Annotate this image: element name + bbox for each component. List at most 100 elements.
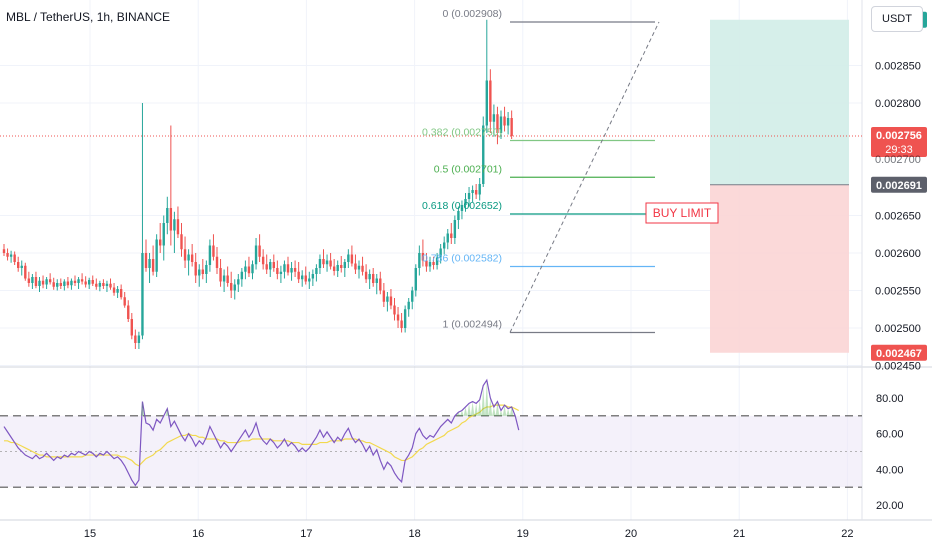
candle-body xyxy=(432,262,435,265)
candle-body xyxy=(418,253,421,268)
candle-body xyxy=(251,264,254,274)
stop-loss-zone xyxy=(710,184,849,353)
candle-body xyxy=(329,260,332,267)
time-axis-label: 15 xyxy=(84,528,96,540)
candle-body xyxy=(95,283,98,287)
candle-body xyxy=(485,80,488,126)
candle-body xyxy=(332,266,336,271)
candle-body xyxy=(290,268,293,273)
candle-body xyxy=(215,256,219,268)
candle-body xyxy=(226,275,229,283)
candle-body xyxy=(48,279,52,283)
price-axis-label: 0.002550 xyxy=(875,286,921,298)
candle-body xyxy=(59,283,62,286)
fib-level-label: 0 (0.002908) xyxy=(442,8,502,20)
candle-body xyxy=(389,296,393,306)
fib-level-label: 0.382 (0.002750) xyxy=(422,127,502,139)
candle-body xyxy=(297,271,300,280)
stop-price-badge: 0.002467 xyxy=(871,344,927,361)
candle-body xyxy=(318,259,322,268)
candle-body xyxy=(272,262,275,268)
rsi-overbought-fill xyxy=(140,401,145,416)
candle-body xyxy=(208,245,212,265)
candle-body xyxy=(155,239,158,272)
candle-body xyxy=(382,290,386,302)
fib-level-label: 0.5 (0.002701) xyxy=(434,163,502,175)
candle-body xyxy=(34,277,38,286)
time-axis-label: 16 xyxy=(192,528,204,540)
candle-body xyxy=(439,248,442,258)
candle-body xyxy=(361,265,364,272)
candle-body xyxy=(510,118,513,136)
candle-body xyxy=(503,116,506,126)
candle-body xyxy=(396,314,400,321)
candle-body xyxy=(6,253,9,257)
candle-body xyxy=(144,253,148,268)
candle-body xyxy=(52,282,55,287)
candle-body xyxy=(460,205,464,211)
candle-body xyxy=(400,320,403,328)
candle-body xyxy=(98,283,102,287)
price-candles[interactable] xyxy=(0,19,862,349)
candle-body xyxy=(457,211,460,220)
fib-level-label: 0.786 (0.002582) xyxy=(422,253,502,265)
candle-body xyxy=(137,335,141,343)
candle-body xyxy=(499,116,503,133)
candle-body xyxy=(187,254,190,261)
candle-body xyxy=(446,233,449,243)
candle-body xyxy=(105,283,109,286)
time-axis-label: 21 xyxy=(733,528,745,540)
candle-body xyxy=(336,265,339,271)
candle-body xyxy=(77,279,80,283)
candle-body xyxy=(219,268,222,282)
candle-body xyxy=(411,290,414,302)
candle-body xyxy=(435,257,439,265)
candle-body xyxy=(372,274,375,283)
candle-body xyxy=(116,289,119,293)
fibonacci-retracement[interactable]: 0 (0.002908) 0.382 (0.002750) 0.5 (0.00270… xyxy=(422,8,719,334)
rsi-overbought-fill xyxy=(165,408,170,416)
position-tool[interactable] xyxy=(710,19,849,353)
rsi-axis-label: 20.00 xyxy=(876,500,904,512)
candle-body xyxy=(17,262,20,268)
candle-body xyxy=(70,280,73,286)
candle-body xyxy=(180,234,183,250)
current-price-text: 0.002756 xyxy=(876,130,922,142)
rsi-overbought-fill xyxy=(488,398,493,416)
candle-body xyxy=(41,280,45,285)
candle-body xyxy=(350,254,354,264)
price-axis-label: 0.002450 xyxy=(875,361,921,373)
price-axis-label: 0.002600 xyxy=(875,248,921,260)
candle-body xyxy=(403,309,407,328)
price-axis-label: 0.002500 xyxy=(875,323,921,335)
candle-body xyxy=(2,249,6,253)
currency-button[interactable]: USDT xyxy=(871,6,923,32)
rsi-overbought-fill xyxy=(467,403,471,416)
candle-body xyxy=(109,283,112,288)
candle-body xyxy=(414,268,417,291)
candle-body xyxy=(375,278,378,283)
candle-body xyxy=(244,266,247,272)
candle-body xyxy=(347,254,350,262)
candle-body xyxy=(467,193,471,199)
candle-body xyxy=(56,283,59,287)
candle-body xyxy=(24,265,27,279)
time-axis-label: 22 xyxy=(841,528,853,540)
rsi-overbought-fill xyxy=(485,380,489,416)
candle-body xyxy=(176,219,180,235)
candle-body xyxy=(233,284,236,291)
candle-body xyxy=(450,233,453,238)
candle-body xyxy=(123,297,126,306)
candle-body xyxy=(112,287,116,293)
candle-body xyxy=(254,245,258,265)
time-axis-label: 17 xyxy=(300,528,312,540)
candle-body xyxy=(91,280,94,284)
rsi-pane[interactable] xyxy=(0,378,862,488)
candle-body xyxy=(205,265,208,274)
candle-body xyxy=(304,275,307,282)
candle-body xyxy=(258,245,261,257)
rsi-overbought-fill xyxy=(460,410,464,416)
candle-body xyxy=(364,271,368,280)
candle-body xyxy=(63,281,66,286)
